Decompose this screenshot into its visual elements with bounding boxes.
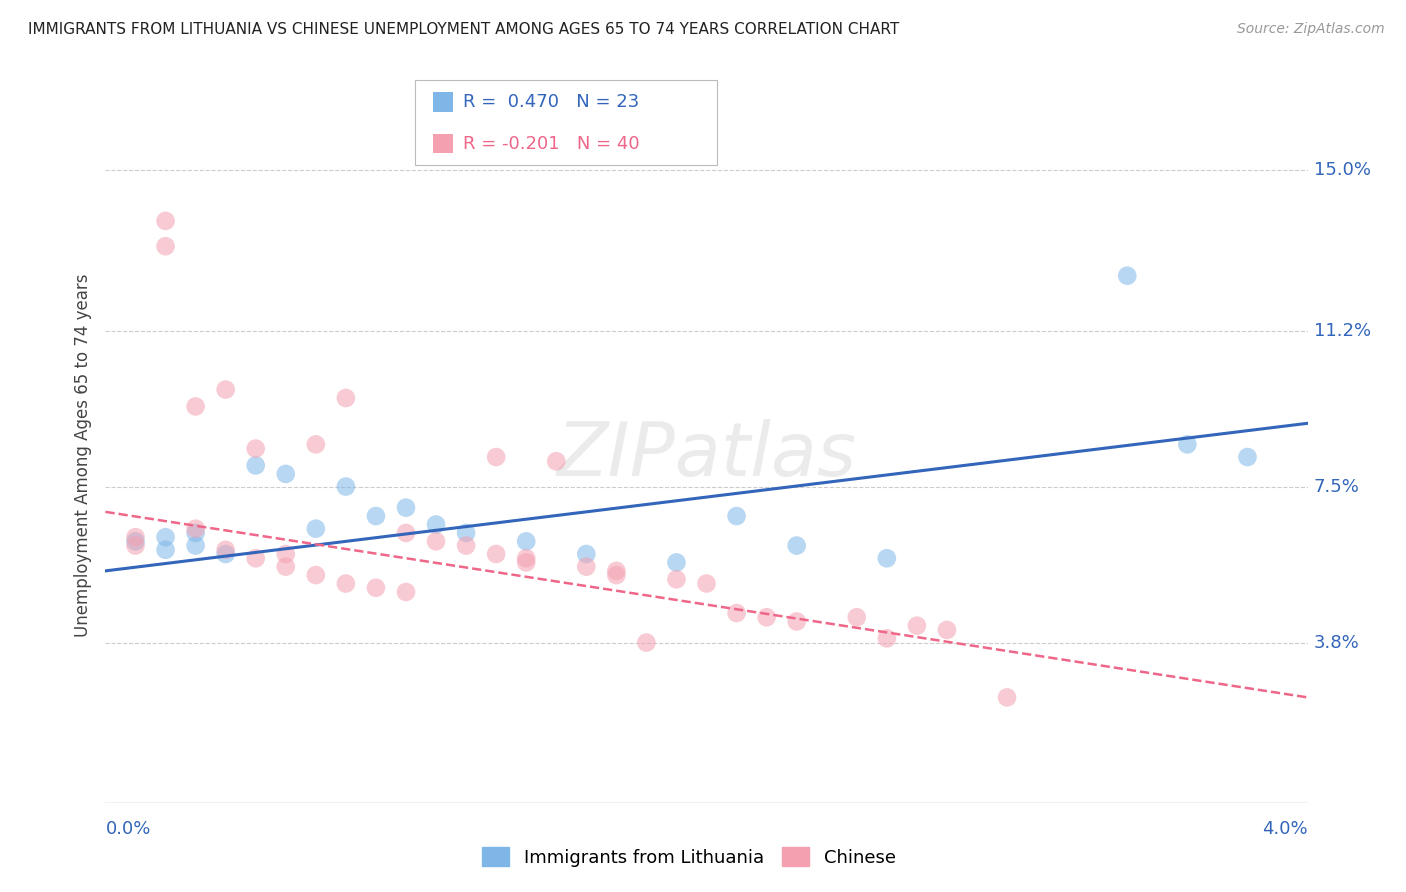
Text: ZIPatlas: ZIPatlas — [557, 419, 856, 491]
Point — [214, 542, 236, 557]
Text: 15.0%: 15.0% — [1313, 161, 1371, 179]
Point — [184, 522, 207, 536]
Point — [515, 556, 537, 570]
Point — [214, 383, 236, 397]
Point — [485, 547, 508, 561]
Point — [1236, 450, 1258, 464]
Point — [636, 635, 658, 649]
Point — [274, 467, 297, 481]
Point — [665, 572, 688, 586]
Point — [184, 400, 207, 414]
Point — [395, 525, 418, 540]
Point — [696, 576, 718, 591]
Point — [725, 606, 748, 620]
Point — [786, 615, 808, 629]
Point — [305, 568, 328, 582]
Text: 0.0%: 0.0% — [105, 820, 150, 838]
Point — [274, 559, 297, 574]
Point — [124, 534, 146, 549]
Point — [305, 522, 328, 536]
Point — [395, 500, 418, 515]
Point — [1175, 437, 1198, 451]
Point — [845, 610, 868, 624]
Point — [995, 690, 1018, 705]
Text: 11.2%: 11.2% — [1313, 321, 1371, 340]
Legend: Immigrants from Lithuania, Chinese: Immigrants from Lithuania, Chinese — [475, 840, 903, 874]
Point — [936, 623, 959, 637]
Point — [335, 479, 357, 493]
Point — [155, 239, 177, 253]
Point — [515, 551, 537, 566]
Point — [184, 525, 207, 540]
Text: R =  0.470   N = 23: R = 0.470 N = 23 — [463, 93, 638, 111]
Point — [876, 632, 898, 646]
Point — [335, 576, 357, 591]
Point — [305, 437, 328, 451]
Point — [665, 556, 688, 570]
Point — [755, 610, 778, 624]
Point — [546, 454, 568, 468]
Text: 3.8%: 3.8% — [1313, 633, 1360, 651]
Point — [155, 214, 177, 228]
Point — [124, 539, 146, 553]
Point — [364, 581, 387, 595]
Point — [335, 391, 357, 405]
Text: 4.0%: 4.0% — [1263, 820, 1308, 838]
Point — [454, 525, 477, 540]
Point — [1116, 268, 1139, 283]
Point — [395, 585, 418, 599]
Text: Source: ZipAtlas.com: Source: ZipAtlas.com — [1237, 22, 1385, 37]
Point — [575, 547, 598, 561]
Text: 7.5%: 7.5% — [1313, 477, 1360, 496]
Text: IMMIGRANTS FROM LITHUANIA VS CHINESE UNEMPLOYMENT AMONG AGES 65 TO 74 YEARS CORR: IMMIGRANTS FROM LITHUANIA VS CHINESE UNE… — [28, 22, 900, 37]
Point — [245, 442, 267, 456]
Point — [605, 564, 627, 578]
Point — [725, 509, 748, 524]
Point — [214, 547, 236, 561]
Point — [605, 568, 627, 582]
Point — [425, 534, 447, 549]
Point — [425, 517, 447, 532]
Point — [575, 559, 598, 574]
Point — [364, 509, 387, 524]
Point — [786, 539, 808, 553]
Point — [184, 539, 207, 553]
Point — [155, 530, 177, 544]
Point — [274, 547, 297, 561]
Point — [454, 539, 477, 553]
Point — [124, 530, 146, 544]
Text: R = -0.201   N = 40: R = -0.201 N = 40 — [463, 135, 640, 153]
Point — [155, 542, 177, 557]
Point — [485, 450, 508, 464]
Point — [245, 458, 267, 473]
Point — [245, 551, 267, 566]
Point — [515, 534, 537, 549]
Point — [876, 551, 898, 566]
Point — [905, 618, 928, 632]
Y-axis label: Unemployment Among Ages 65 to 74 years: Unemployment Among Ages 65 to 74 years — [73, 273, 91, 637]
